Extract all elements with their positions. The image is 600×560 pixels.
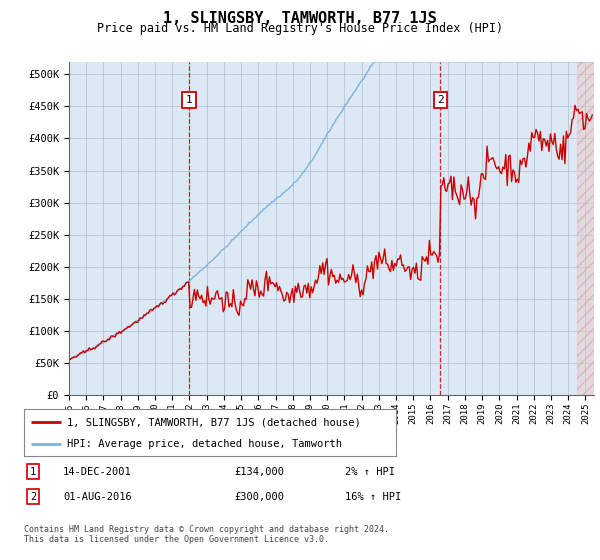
Text: 16% ↑ HPI: 16% ↑ HPI <box>345 492 401 502</box>
Text: 1: 1 <box>185 95 192 105</box>
Text: £134,000: £134,000 <box>234 466 284 477</box>
Text: 1, SLINGSBY, TAMWORTH, B77 1JS (detached house): 1, SLINGSBY, TAMWORTH, B77 1JS (detached… <box>67 417 361 427</box>
Text: £300,000: £300,000 <box>234 492 284 502</box>
Bar <box>577 62 594 395</box>
Text: 1: 1 <box>30 466 36 477</box>
Text: 2: 2 <box>30 492 36 502</box>
Text: 2: 2 <box>437 95 444 105</box>
Text: Price paid vs. HM Land Registry's House Price Index (HPI): Price paid vs. HM Land Registry's House … <box>97 22 503 35</box>
Text: Contains HM Land Registry data © Crown copyright and database right 2024.
This d: Contains HM Land Registry data © Crown c… <box>24 525 389 544</box>
Text: 2% ↑ HPI: 2% ↑ HPI <box>345 466 395 477</box>
Bar <box>577 62 594 395</box>
Text: 01-AUG-2016: 01-AUG-2016 <box>63 492 132 502</box>
Text: 1, SLINGSBY, TAMWORTH, B77 1JS: 1, SLINGSBY, TAMWORTH, B77 1JS <box>163 11 437 26</box>
Text: 14-DEC-2001: 14-DEC-2001 <box>63 466 132 477</box>
Text: HPI: Average price, detached house, Tamworth: HPI: Average price, detached house, Tamw… <box>67 439 342 449</box>
